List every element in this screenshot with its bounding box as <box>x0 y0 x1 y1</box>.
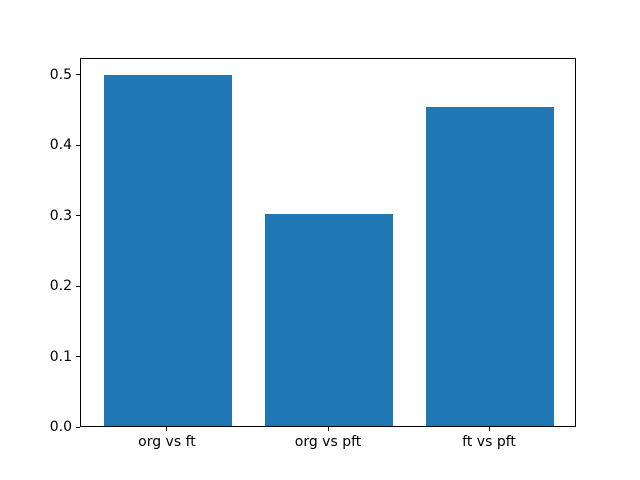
y-tick-label: 0.0 <box>49 419 72 435</box>
y-tick-label: 0.5 <box>49 66 72 83</box>
y-tick-mark <box>76 356 80 358</box>
x-tick-mark <box>488 427 490 431</box>
bar-org-vs-pft <box>264 214 394 426</box>
x-tick-label: org vs ft <box>138 434 196 450</box>
y-tick-label: 0.2 <box>49 278 72 295</box>
plot-area <box>80 58 576 427</box>
bar-org-vs-ft <box>103 74 233 426</box>
y-tick-mark <box>76 215 80 217</box>
y-tick-mark <box>76 144 80 146</box>
y-tick-label: 0.1 <box>49 348 72 365</box>
y-tick-mark <box>76 426 80 428</box>
bar-ft-vs-pft <box>425 107 555 426</box>
x-tick-mark <box>166 427 168 431</box>
y-tick-label: 0.3 <box>49 207 72 224</box>
y-tick-label: 0.4 <box>49 137 72 154</box>
x-tick-label: ft vs pft <box>462 434 516 450</box>
x-tick-mark <box>327 427 329 431</box>
y-tick-mark <box>76 285 80 287</box>
y-tick-mark <box>76 74 80 76</box>
x-tick-label: org vs pft <box>294 434 362 450</box>
